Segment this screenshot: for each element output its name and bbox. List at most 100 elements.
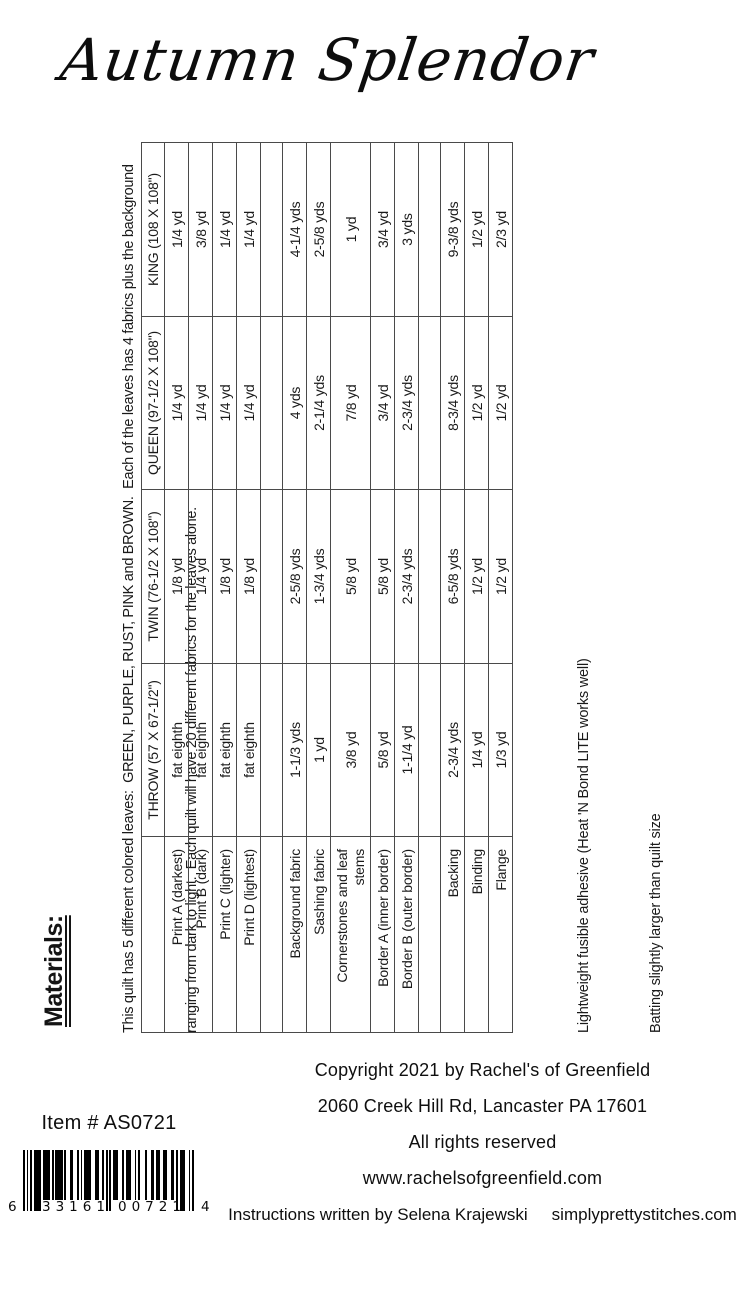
barcode-bar [30, 1150, 32, 1211]
barcode-check-digit: 4 [201, 1199, 210, 1215]
barcode-bar [51, 1150, 54, 1200]
barcode-bar [181, 1150, 184, 1211]
yardage-cell: 1/4 yd [188, 316, 213, 490]
yardage-cell: 1/4 yd [164, 316, 189, 490]
spacer-row [418, 142, 441, 1033]
rights-line: All rights reserved [408, 1132, 557, 1152]
barcode-bar [69, 1150, 72, 1200]
barcode-bar [113, 1150, 115, 1200]
row-label: Print D (lightest) [236, 836, 261, 1033]
row-label [260, 836, 283, 1033]
barcode-bar [48, 1150, 50, 1200]
table-row: Background fabric 1-1/3 yds 2-5/8 yds 4 yds… [282, 142, 307, 1033]
barcode-bar [46, 1150, 49, 1200]
barcode-bar [96, 1150, 99, 1200]
barcode-bar [80, 1150, 83, 1200]
barcode-bars [23, 1150, 194, 1216]
barcode-bar [125, 1150, 128, 1200]
materials-table: THROW (57 X 67-1/2") TWIN (76-1/2 X 108")… [141, 142, 513, 1033]
barcode-bar [163, 1150, 166, 1200]
yardage-cell [418, 663, 441, 837]
corner-cell [141, 836, 165, 1033]
yardage-cell: 1/3 yd [488, 663, 513, 837]
barcode-bar [138, 1150, 140, 1200]
barcode-bar [114, 1150, 117, 1200]
yardage-cell: 3/4 yd [370, 316, 395, 490]
yardage-cell: 1/4 yd [464, 663, 489, 837]
yardage-cell: 3/8 yd [188, 142, 213, 317]
yardage-cell: 1/2 yd [464, 489, 489, 664]
table-row: Backing 2-3/4 yds 6-5/8 yds 8-3/4 yds 9-3/8 … [440, 142, 465, 1033]
table-row: Sashing fabric 1 yd 1-3/4 yds 2-1/4 yds 2-5/… [306, 142, 331, 1033]
yardage-cell [418, 489, 441, 664]
barcode-bar [105, 1150, 108, 1211]
yardage-cell: fat eighth [236, 663, 261, 837]
table-header-row: THROW (57 X 67-1/2") TWIN (76-1/2 X 108")… [141, 142, 165, 1033]
barcode-left-digits: 33161 [42, 1199, 110, 1215]
yardage-cell: 1/4 yd [236, 142, 261, 317]
yardage-cell: 1/8 yd [212, 489, 237, 664]
barcode-bar [102, 1150, 104, 1200]
barcode-bar [170, 1150, 173, 1200]
yardage-cell [260, 316, 283, 490]
materials-section-content: Materials: This quilt has 5 different co… [40, 140, 664, 1035]
yardage-cell: 1 yd [330, 142, 371, 317]
barcode-bar [60, 1150, 63, 1200]
yardage-cell: 1/4 yd [236, 316, 261, 490]
barcode-bar [188, 1150, 191, 1211]
table-row: Border A (inner border) 5/8 yd 5/8 yd 3/4 y… [370, 142, 395, 1033]
barcode-bar [127, 1150, 130, 1200]
note-fusible-adhesive: Lightweight fusible adhesive (Heat 'N Bo… [576, 658, 592, 1033]
yardage-cell: 3 yds [394, 142, 419, 317]
table-row: Print C (lighter) fat eighth 1/8 yd 1/4 yd 1… [212, 142, 237, 1033]
column-header: KING (108 X 108") [141, 142, 165, 317]
barcode-bar [39, 1150, 41, 1211]
yardage-cell: 4 yds [282, 316, 307, 490]
yardage-cell: fat eighth [164, 663, 189, 837]
barcode-bar [172, 1150, 175, 1200]
yardage-cell: 3/8 yd [330, 663, 371, 837]
barcode-bar [156, 1150, 158, 1200]
barcode-bar [145, 1150, 148, 1200]
barcode-bar [129, 1150, 131, 1200]
yardage-cell: 1/8 yd [164, 489, 189, 664]
yardage-cell: 1/4 yd [212, 142, 237, 317]
copyright-block: Copyright 2021 by Rachel's of Greenfield… [215, 1060, 748, 1225]
yardage-cell: 8-3/4 yds [440, 316, 465, 490]
barcode-bar [87, 1150, 90, 1200]
row-label: Cornerstones and leaf stems [330, 836, 371, 1033]
materials-section-rotated: Materials: This quilt has 5 different co… [40, 140, 664, 1035]
barcode-bar [150, 1150, 153, 1200]
row-label: Sashing fabric [306, 836, 331, 1033]
yardage-cell [260, 489, 283, 664]
yardage-cell: 1/4 yd [188, 489, 213, 664]
materials-heading: Materials: [40, 915, 68, 1027]
row-label: Backing [440, 836, 465, 1033]
yardage-cell: 1-1/4 yd [394, 663, 419, 837]
row-label: Border B (outer border) [394, 836, 419, 1033]
row-label: Border A (inner border) [370, 836, 395, 1033]
barcode-bar [89, 1150, 92, 1200]
instructions-credit: Instructions written by Selena Krajewski [228, 1205, 528, 1224]
materials-description-line: This quilt has 5 different colored leave… [121, 164, 137, 1033]
item-and-barcode-block: Item # AS0721 6 33161 00721 4 [8, 1112, 210, 1216]
yardage-cell: 9-3/8 yds [440, 142, 465, 317]
yardage-cell: 1/4 yd [212, 316, 237, 490]
stitches-website: simplyprettystitches.com [551, 1205, 737, 1224]
column-header: QUEEN (97-1/2 X 108") [141, 316, 165, 490]
row-label: Print A (darkest) [164, 836, 189, 1033]
barcode-bar [176, 1150, 178, 1211]
yardage-cell: 3/4 yd [370, 142, 395, 317]
yardage-cell: 5/8 yd [370, 489, 395, 664]
barcode-bar [59, 1150, 61, 1200]
yardage-cell: 1/2 yd [488, 489, 513, 664]
row-label: Background fabric [282, 836, 307, 1033]
row-label: Print C (lighter) [212, 836, 237, 1033]
yardage-cell [260, 663, 283, 837]
barcode: 6 33161 00721 4 [8, 1150, 210, 1216]
note-batting: Batting slightly larger than quilt size [648, 813, 664, 1034]
yardage-cell [260, 142, 283, 317]
table-row: Flange 1/3 yd 1/2 yd 1/2 yd 2/3 yd [488, 142, 513, 1033]
barcode-bar [192, 1150, 194, 1211]
row-label: Print B (dark) [188, 836, 213, 1033]
